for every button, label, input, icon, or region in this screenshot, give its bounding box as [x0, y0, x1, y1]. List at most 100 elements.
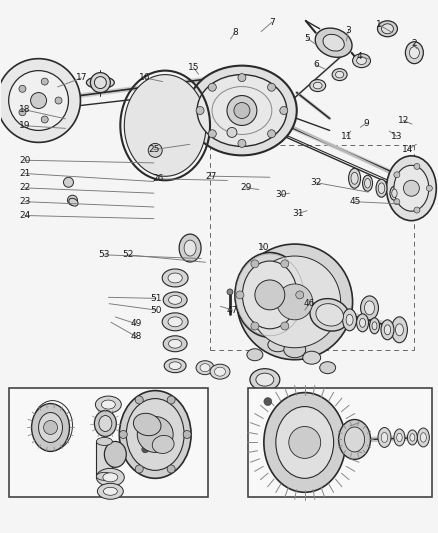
Ellipse shape [350, 172, 357, 184]
Ellipse shape [163, 336, 187, 352]
Ellipse shape [168, 340, 181, 348]
Text: 7: 7 [268, 18, 274, 27]
Ellipse shape [263, 393, 345, 492]
Ellipse shape [95, 396, 121, 413]
Circle shape [208, 130, 216, 138]
Text: 11: 11 [340, 132, 351, 141]
Ellipse shape [168, 317, 182, 327]
Ellipse shape [283, 342, 305, 358]
Ellipse shape [359, 318, 365, 327]
Circle shape [196, 107, 204, 115]
Ellipse shape [275, 407, 333, 478]
Circle shape [237, 140, 245, 148]
Circle shape [119, 431, 127, 439]
Circle shape [41, 116, 48, 123]
Text: 13: 13 [390, 132, 402, 141]
Ellipse shape [344, 427, 364, 452]
Circle shape [226, 127, 237, 138]
Circle shape [94, 77, 106, 88]
Ellipse shape [196, 361, 214, 375]
Ellipse shape [391, 189, 396, 197]
Ellipse shape [393, 429, 404, 446]
Text: 22: 22 [19, 183, 30, 192]
Ellipse shape [356, 57, 366, 64]
Circle shape [19, 85, 26, 92]
Text: 25: 25 [148, 145, 159, 154]
Ellipse shape [168, 295, 181, 304]
Ellipse shape [352, 54, 370, 68]
Ellipse shape [377, 183, 384, 193]
Ellipse shape [169, 362, 181, 369]
Ellipse shape [209, 364, 230, 379]
Circle shape [267, 130, 275, 138]
Circle shape [251, 322, 258, 330]
Circle shape [31, 93, 46, 109]
Ellipse shape [69, 198, 78, 206]
Ellipse shape [417, 428, 428, 447]
Ellipse shape [395, 324, 403, 336]
Circle shape [226, 289, 233, 295]
Circle shape [403, 180, 418, 196]
Circle shape [267, 83, 275, 91]
Text: 24: 24 [19, 211, 30, 220]
Ellipse shape [375, 179, 386, 197]
Ellipse shape [246, 349, 262, 361]
Text: 31: 31 [292, 209, 304, 218]
Ellipse shape [315, 304, 343, 326]
Ellipse shape [102, 473, 117, 482]
Text: 23: 23 [19, 197, 30, 206]
Text: 17: 17 [76, 74, 87, 83]
Circle shape [41, 78, 48, 85]
Ellipse shape [332, 69, 346, 80]
Text: 14: 14 [401, 145, 413, 154]
Circle shape [237, 74, 245, 82]
Text: 18: 18 [19, 105, 31, 114]
Text: 4: 4 [356, 52, 361, 61]
Circle shape [251, 260, 258, 268]
Ellipse shape [371, 322, 376, 330]
Text: 52: 52 [122, 251, 133, 260]
Ellipse shape [381, 24, 392, 34]
Text: 10: 10 [257, 244, 268, 253]
Ellipse shape [101, 400, 115, 409]
Ellipse shape [389, 186, 398, 200]
Ellipse shape [309, 298, 349, 331]
Ellipse shape [360, 296, 378, 320]
Ellipse shape [302, 351, 320, 364]
Ellipse shape [385, 156, 435, 221]
Ellipse shape [313, 82, 321, 89]
Ellipse shape [168, 273, 182, 283]
Ellipse shape [94, 410, 116, 437]
Ellipse shape [383, 325, 390, 335]
Ellipse shape [103, 487, 117, 495]
Text: 2: 2 [410, 39, 416, 48]
Ellipse shape [255, 373, 273, 386]
Ellipse shape [133, 413, 161, 435]
Text: 53: 53 [98, 251, 109, 260]
Ellipse shape [124, 75, 205, 176]
Circle shape [248, 256, 340, 348]
Ellipse shape [338, 419, 370, 459]
Circle shape [384, 394, 394, 405]
Ellipse shape [420, 433, 425, 442]
Circle shape [167, 465, 175, 473]
Ellipse shape [32, 403, 69, 451]
Circle shape [43, 421, 57, 434]
Ellipse shape [409, 47, 418, 59]
Text: 47: 47 [226, 305, 238, 314]
Ellipse shape [356, 314, 367, 332]
Text: 19: 19 [19, 121, 31, 130]
Ellipse shape [164, 359, 186, 373]
Ellipse shape [197, 75, 286, 147]
Ellipse shape [309, 79, 325, 92]
Circle shape [208, 83, 216, 91]
Ellipse shape [97, 483, 123, 499]
Circle shape [64, 177, 73, 187]
Circle shape [137, 416, 173, 453]
Ellipse shape [96, 469, 124, 486]
Text: 21: 21 [19, 169, 30, 178]
Ellipse shape [342, 309, 356, 331]
Circle shape [276, 284, 312, 320]
Ellipse shape [126, 399, 184, 470]
Ellipse shape [391, 317, 406, 343]
